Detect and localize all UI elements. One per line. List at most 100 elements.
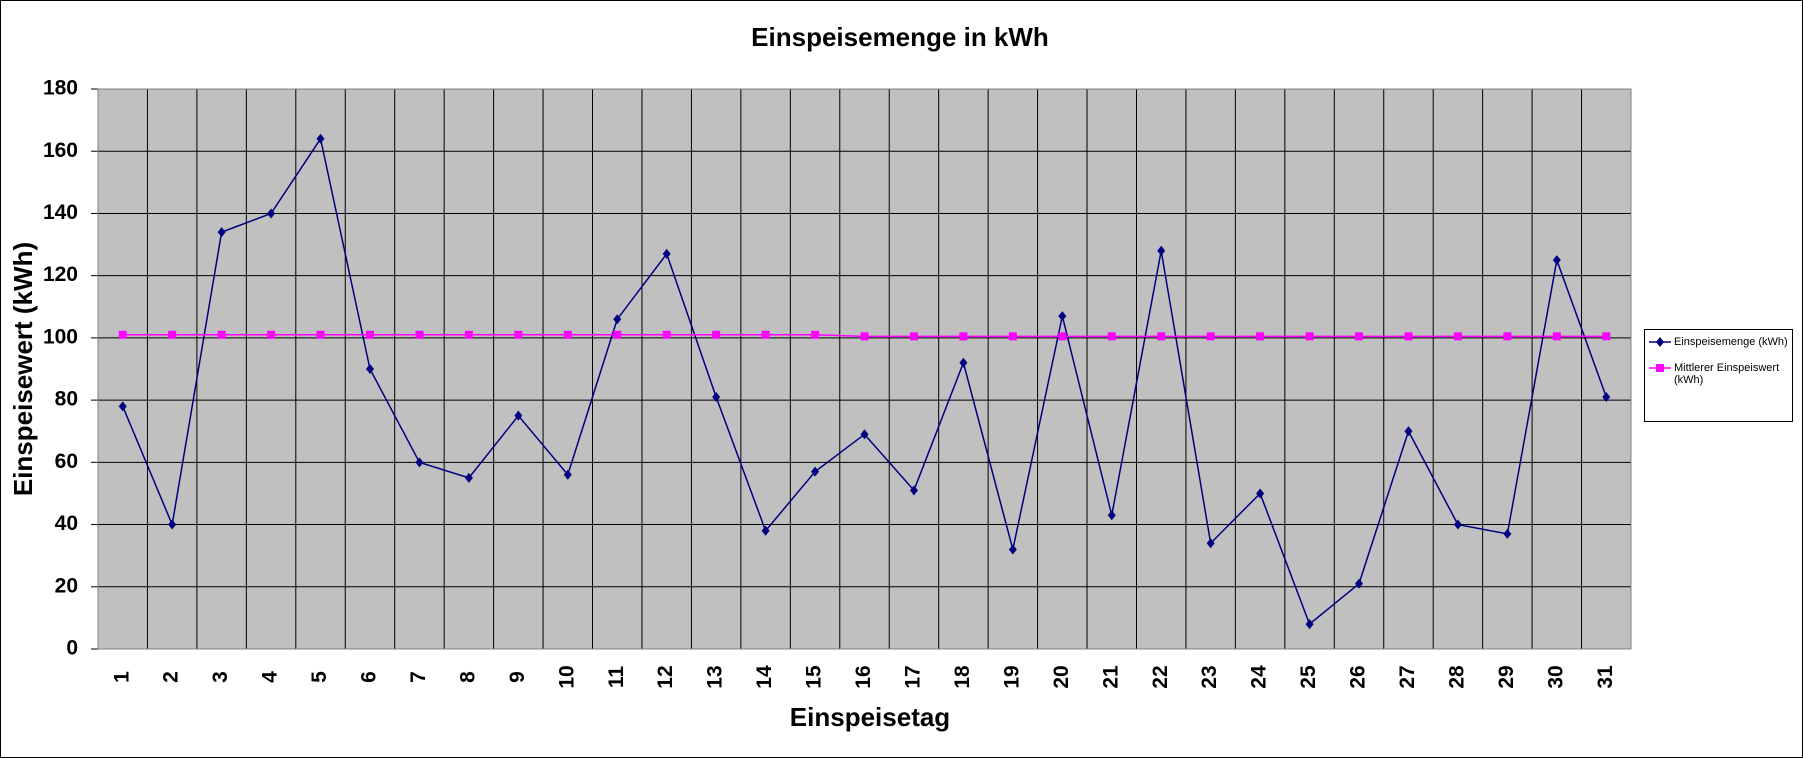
x-tick-label: 27 (1396, 665, 1419, 688)
x-tick-label: 19 (1000, 665, 1023, 688)
plot-area (98, 89, 1631, 649)
plot-border (97, 88, 1632, 650)
point-marker (1157, 332, 1166, 341)
point-marker (1305, 332, 1314, 341)
x-tick-label: 29 (1495, 665, 1518, 688)
x-tick-label: 21 (1099, 665, 1122, 689)
y-tick-label: 0 (66, 637, 78, 660)
point-marker (909, 332, 918, 341)
legend-item: Mittlerer Einspeiswert (kWh) (1649, 362, 1788, 386)
y-tick-label: 160 (43, 139, 78, 162)
x-axis-title: Einspeisetag (790, 702, 950, 732)
point-marker (662, 330, 671, 339)
x-tick-label: 31 (1594, 665, 1617, 689)
point-marker (613, 314, 622, 325)
x-tick-label: 9 (506, 671, 529, 683)
x-tick-label: 12 (654, 665, 677, 688)
point-marker (1107, 510, 1116, 521)
legend-swatch (1649, 364, 1671, 372)
point-marker (118, 401, 127, 412)
point-marker (415, 330, 424, 339)
point-marker (761, 525, 770, 536)
point-marker (1355, 578, 1364, 589)
point-marker (168, 519, 177, 530)
y-tick-label: 100 (43, 325, 78, 348)
x-tick-label: 17 (901, 665, 924, 688)
point-marker (860, 429, 869, 440)
legend: Einspeisemenge (kWh) Mittlerer Einspeiswe… (1644, 329, 1793, 422)
point-marker (860, 332, 869, 341)
x-tick-label: 16 (852, 665, 875, 688)
point-marker (1058, 311, 1067, 322)
point-marker (267, 330, 276, 339)
legend-marker (1656, 337, 1664, 347)
y-tick-label: 60 (55, 450, 78, 473)
x-tick-label: 6 (358, 671, 381, 683)
x-tick-label: 2 (160, 671, 183, 683)
point-marker (1503, 528, 1512, 539)
point-marker (1058, 332, 1067, 341)
point-marker (1157, 245, 1166, 256)
point-marker (316, 133, 325, 144)
point-marker (909, 485, 918, 496)
point-marker (1206, 332, 1215, 341)
x-tick-label: 15 (803, 665, 826, 689)
point-marker (365, 330, 374, 339)
legend-label: Einspeisemenge (kWh) (1674, 336, 1788, 348)
x-tick-label: 4 (259, 671, 282, 683)
y-tick-label: 40 (55, 512, 78, 535)
point-marker (761, 330, 770, 339)
point-marker (1503, 332, 1512, 341)
point-marker (613, 330, 622, 339)
point-marker (712, 330, 721, 339)
legend-marker (1656, 364, 1664, 372)
x-tick-label: 26 (1347, 665, 1370, 688)
point-marker (1256, 332, 1265, 341)
x-tick-label: 28 (1445, 665, 1468, 689)
point-marker (464, 472, 473, 483)
x-tick-label: 3 (209, 671, 232, 683)
y-tick-label: 120 (43, 263, 78, 286)
point-marker (1552, 255, 1561, 266)
point-marker (1008, 332, 1017, 341)
point-marker (365, 364, 374, 374)
point-marker (1008, 544, 1017, 555)
x-tick-label: 22 (1149, 665, 1172, 688)
point-marker (959, 357, 968, 368)
point-marker (563, 469, 572, 480)
y-tick-label: 20 (55, 574, 78, 597)
point-marker (217, 227, 226, 238)
point-marker (662, 248, 671, 259)
x-tick-label: 18 (951, 665, 974, 689)
point-marker (1602, 332, 1611, 341)
x-tick-label: 10 (555, 665, 578, 688)
point-marker (316, 330, 325, 339)
point-marker (217, 330, 226, 339)
x-tick-label: 7 (407, 671, 430, 683)
legend-label: Mittlerer Einspeiswert (kWh) (1674, 362, 1780, 386)
point-marker (1107, 332, 1116, 341)
point-marker (1552, 332, 1561, 341)
point-marker (464, 330, 473, 339)
x-tick-label: 30 (1544, 665, 1567, 688)
point-marker (1404, 332, 1413, 341)
x-tick-label: 13 (704, 665, 727, 688)
y-tick-label: 80 (55, 388, 78, 411)
point-marker (1305, 619, 1314, 630)
chart-title: Einspeisemenge in kWh (751, 22, 1049, 52)
x-tick-label: 20 (1050, 665, 1073, 688)
point-marker (1256, 488, 1265, 499)
x-tick-label: 14 (753, 665, 776, 689)
point-marker (267, 208, 276, 219)
x-tick-label: 11 (605, 666, 628, 689)
point-marker (415, 457, 424, 468)
point-marker (514, 330, 523, 339)
y-axis-title: Einspeisewert (kWh) (8, 242, 38, 496)
point-marker (712, 392, 721, 402)
point-marker (959, 332, 968, 341)
x-tick-label: 1 (110, 671, 133, 683)
x-tick-label: 5 (308, 671, 331, 683)
y-tick-label: 180 (43, 77, 78, 100)
